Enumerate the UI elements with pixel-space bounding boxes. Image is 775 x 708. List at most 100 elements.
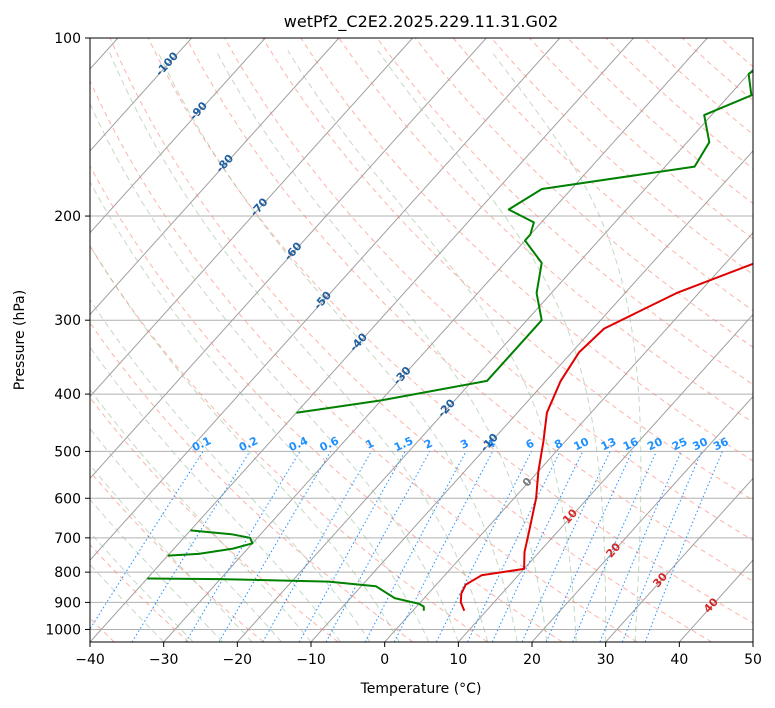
dry-adiabat bbox=[567, 38, 753, 205]
isotherm-line bbox=[90, 38, 487, 480]
mixing-ratio-line bbox=[131, 451, 251, 642]
temperature-profile bbox=[459, 262, 753, 612]
moist-adiabat bbox=[90, 102, 459, 642]
dry-adiabat bbox=[529, 38, 753, 240]
mixing-ratio-label: 13 bbox=[599, 435, 618, 453]
moist-adiabat bbox=[215, 50, 548, 642]
mixing-ratio-label: 16 bbox=[621, 435, 641, 453]
moist-adiabat bbox=[90, 180, 430, 642]
isotherm-line bbox=[752, 641, 753, 642]
mixing-ratio-line bbox=[298, 451, 406, 642]
mixing-ratio-line bbox=[325, 451, 431, 642]
mixing-ratio-label: 30 bbox=[690, 435, 710, 453]
moist-adiabat bbox=[90, 464, 253, 642]
x-tick-label: −40 bbox=[75, 652, 105, 668]
isotherm-line bbox=[457, 313, 753, 642]
isotherm-line bbox=[90, 38, 413, 398]
mixing-ratio-line bbox=[545, 451, 633, 642]
moist-adiabat bbox=[156, 50, 518, 642]
dry-adiabat bbox=[90, 470, 264, 642]
x-tick-label: 10 bbox=[449, 652, 467, 668]
dry-adiabat bbox=[719, 38, 753, 68]
isotherm-line bbox=[310, 150, 753, 642]
isotherm-line bbox=[90, 38, 192, 152]
mixing-ratio-line bbox=[572, 451, 657, 642]
moist-adiabat bbox=[90, 346, 341, 642]
mixing-ratio-label: 3 bbox=[458, 437, 470, 452]
x-tick-label: 50 bbox=[744, 652, 762, 668]
isotherm-line bbox=[90, 38, 340, 316]
mixing-ratio-label: 25 bbox=[670, 435, 689, 453]
y-tick-label: 600 bbox=[54, 491, 81, 507]
moist-adiabat bbox=[90, 427, 282, 642]
x-tick-label: −10 bbox=[296, 652, 326, 668]
x-tick-label: −30 bbox=[149, 652, 179, 668]
x-tick-label: 30 bbox=[597, 652, 615, 668]
isotherm-line bbox=[90, 38, 266, 234]
dewpoint-profile-low bbox=[167, 529, 254, 557]
mixing-ratio-line bbox=[599, 451, 682, 642]
mixing-ratio-line bbox=[644, 451, 723, 642]
moist-adiabat bbox=[90, 498, 223, 642]
y-tick-label: 500 bbox=[54, 444, 81, 460]
isotherm-line bbox=[90, 38, 561, 561]
mixing-ratio-label: 2 bbox=[422, 437, 434, 452]
dry-adiabat bbox=[109, 38, 712, 642]
y-tick-label: 200 bbox=[54, 209, 81, 225]
moist-adiabat bbox=[287, 50, 577, 642]
isotherm-line bbox=[384, 232, 753, 642]
dry-adiabat bbox=[90, 165, 563, 642]
y-tick-label: 400 bbox=[54, 387, 81, 403]
mixing-ratio-lines: 0.1 0.2 0.4 0.6 1 1.5 2 3 4 6 8 10 13 16 20 25 30 36 bbox=[90, 434, 731, 642]
dry-adiabat bbox=[605, 38, 753, 170]
mixing-ratio-line bbox=[364, 451, 467, 642]
y-tick-label: 100 bbox=[54, 31, 81, 47]
dry-adiabat bbox=[376, 38, 753, 386]
mixing-ratio-line bbox=[621, 451, 703, 642]
moist-adiabat bbox=[377, 50, 607, 642]
mixing-ratio-label: 36 bbox=[711, 435, 731, 453]
isotherm-line bbox=[236, 68, 753, 642]
moist-adiabat bbox=[108, 50, 489, 642]
mixing-ratio-label: 20 bbox=[645, 435, 665, 453]
x-tick-label: 40 bbox=[670, 652, 688, 668]
mixing-ratio-line bbox=[467, 451, 561, 642]
chart-title: wetPf2_C2E2.2025.229.11.31.G02 bbox=[284, 12, 558, 32]
mixing-ratio-label: 6 bbox=[524, 437, 537, 452]
x-axis: −40 −30 −20 −10 0 10 20 30 40 50 bbox=[75, 642, 762, 668]
plot-area: 0.1 0.2 0.4 0.6 1 1.5 2 3 4 6 8 10 13 16 20 25 30 36-100-… bbox=[90, 38, 753, 642]
y-tick-label: 900 bbox=[54, 595, 81, 611]
x-axis-label: Temperature (°C) bbox=[360, 681, 482, 697]
dry-adiabat bbox=[643, 38, 753, 135]
moist-adiabat bbox=[90, 388, 312, 642]
y-tick-label: 700 bbox=[54, 531, 81, 547]
dry-adiabat bbox=[414, 38, 753, 348]
isotherm-line bbox=[531, 395, 753, 642]
dry-adiabat bbox=[681, 38, 753, 102]
dry-adiabat bbox=[90, 79, 638, 642]
y-tick-label: 1000 bbox=[45, 622, 81, 638]
x-tick-label: 20 bbox=[523, 652, 541, 668]
dry-adiabat bbox=[147, 38, 753, 624]
dewpoint-profile-surface bbox=[147, 577, 425, 611]
dry-adiabat bbox=[90, 544, 190, 642]
dewpoint-profile bbox=[296, 69, 753, 414]
moist-adiabat bbox=[90, 298, 371, 642]
mixing-ratio-label: 1 bbox=[364, 437, 376, 452]
plot-frame bbox=[89, 37, 754, 643]
isotherm-line bbox=[163, 38, 708, 642]
y-tick-label: 300 bbox=[54, 313, 81, 329]
y-axis-label: Pressure (hPa) bbox=[12, 290, 28, 390]
y-tick-label: 800 bbox=[54, 565, 81, 581]
dry-adiabat bbox=[300, 38, 753, 462]
dry-adiabat bbox=[185, 38, 753, 582]
dry-adiabat bbox=[262, 38, 753, 501]
mixing-ratio-label: 10 bbox=[572, 435, 592, 453]
moist-adiabat bbox=[490, 50, 642, 642]
mixing-ratio-line bbox=[262, 451, 372, 642]
moist-adiabat bbox=[90, 244, 400, 642]
mixing-ratio-line bbox=[90, 451, 204, 630]
x-tick-label: −20 bbox=[223, 652, 253, 668]
isotherm-line bbox=[605, 477, 753, 642]
